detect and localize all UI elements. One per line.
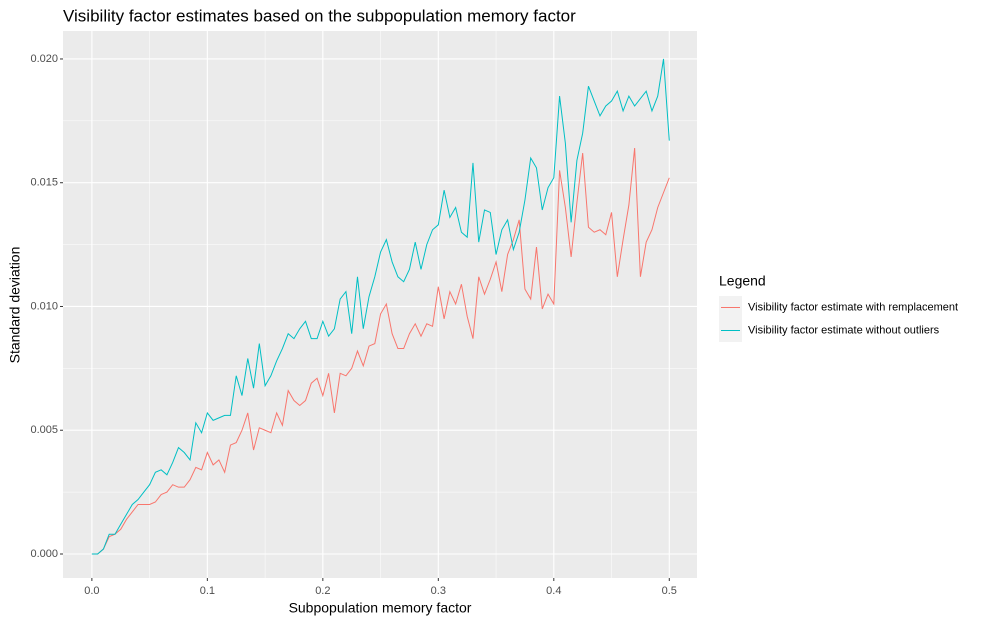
y-tick-label: 0.020 — [30, 53, 58, 65]
y-tick-label: 0.010 — [30, 300, 58, 312]
series-line — [91, 148, 670, 555]
legend-label: Visibility factor estimate without outli… — [748, 324, 940, 336]
legend-label: Visibility factor estimate with remplace… — [748, 301, 958, 313]
legend-title: Legend — [719, 273, 766, 289]
x-tick-label: 0.4 — [546, 585, 561, 597]
x-axis-title: Subpopulation memory factor — [289, 600, 472, 616]
y-tick-label: 0.005 — [30, 424, 58, 436]
x-tick-label: 0.3 — [431, 585, 446, 597]
panel — [63, 31, 697, 578]
x-tick-label: 0.0 — [84, 585, 99, 597]
chart-title: Visibility factor estimates based on the… — [63, 6, 576, 25]
y-tick-label: 0.015 — [30, 177, 58, 189]
y-tick-label: 0.000 — [30, 548, 58, 560]
y-axis-title: Standard deviation — [7, 247, 23, 364]
x-tick-label: 0.1 — [200, 585, 215, 597]
series-line — [91, 58, 670, 555]
x-tick-label: 0.2 — [315, 585, 330, 597]
x-tick-label: 0.5 — [662, 585, 677, 597]
